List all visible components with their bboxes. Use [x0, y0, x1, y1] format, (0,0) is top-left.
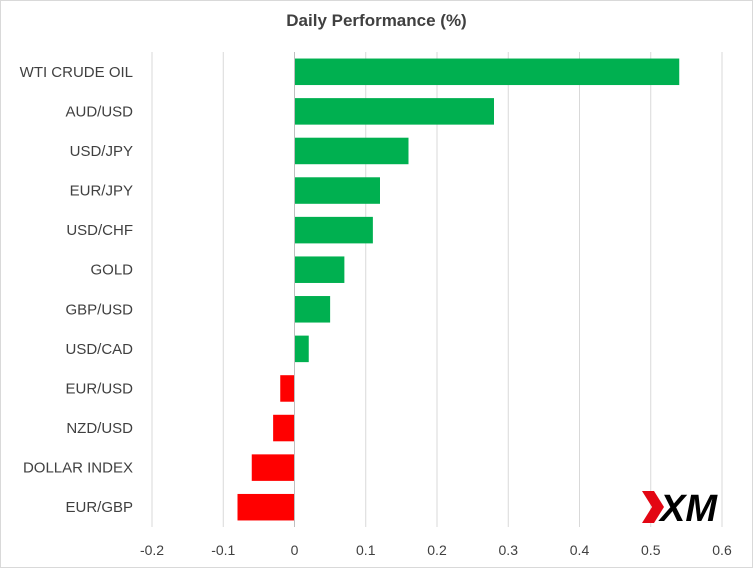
bar — [273, 414, 295, 442]
xm-logo: XM — [640, 487, 744, 527]
bar — [280, 375, 295, 402]
bar — [237, 493, 295, 521]
bar — [294, 296, 331, 323]
category-label: WTI CRUDE OIL — [20, 64, 133, 81]
x-tick-label: 0.5 — [641, 542, 661, 558]
bar — [294, 335, 309, 363]
x-tick-label: -0.2 — [140, 542, 164, 558]
x-tick-label: -0.1 — [211, 542, 235, 558]
x-tick-label: 0.2 — [427, 542, 447, 558]
xm-logo-text: XM — [658, 488, 718, 527]
category-label: EUR/USD — [65, 380, 133, 397]
bar — [294, 216, 373, 244]
category-label: USD/JPY — [70, 143, 133, 160]
x-tick-label: 0.6 — [712, 542, 732, 558]
category-label: NZD/USD — [66, 420, 133, 437]
category-label: DOLLAR INDEX — [23, 460, 133, 477]
category-label: USD/CAD — [65, 341, 133, 358]
x-tick-label: 0.1 — [356, 542, 376, 558]
x-tick-label: 0.4 — [570, 542, 590, 558]
x-tick-label: 0.3 — [499, 542, 519, 558]
x-tick-label: 0 — [291, 542, 299, 558]
bar — [294, 177, 380, 204]
category-label: EUR/GBP — [65, 499, 133, 516]
chart-title: Daily Performance (%) — [286, 11, 467, 30]
bar — [294, 58, 680, 86]
category-label: AUD/USD — [65, 103, 133, 120]
xm-logo-icon: XM — [642, 488, 718, 527]
category-label: GOLD — [90, 262, 133, 279]
category-label: GBP/USD — [65, 301, 133, 318]
bar — [294, 98, 494, 125]
category-label: USD/CHF — [66, 222, 133, 239]
category-label: EUR/JPY — [70, 183, 133, 200]
bar — [294, 256, 345, 283]
bar — [294, 137, 409, 165]
bar — [251, 454, 295, 481]
